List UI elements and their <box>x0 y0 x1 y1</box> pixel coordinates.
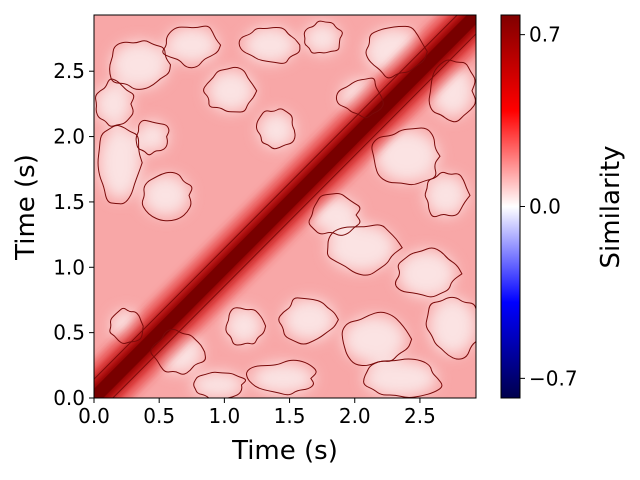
contour-line <box>109 40 172 90</box>
low-similarity-patch <box>363 360 437 397</box>
low-similarity-patch <box>110 41 169 89</box>
x-tick-label: 2.0 <box>339 404 371 428</box>
x-tick-label: 1.0 <box>208 404 240 428</box>
contour-line <box>225 307 267 346</box>
contour-line <box>424 171 471 218</box>
x-tick-label: 0.0 <box>78 404 110 428</box>
x-tick-label: 2.5 <box>404 404 436 428</box>
contour-line <box>363 358 443 398</box>
contour-line <box>278 297 339 345</box>
low-similarity-patch <box>327 224 396 272</box>
contour-line <box>255 108 296 150</box>
low-similarity-patch <box>99 126 141 200</box>
contour-line <box>193 371 247 398</box>
colorbar-tick-label: 0.7 <box>529 23 561 47</box>
y-tick-label: 0.0 <box>53 386 85 410</box>
similarity-heatmap <box>94 15 476 398</box>
colorbar-ticks: −0.7 0.0 0.7 <box>520 23 578 390</box>
contour-line <box>335 77 384 119</box>
low-similarity-patch <box>142 174 190 217</box>
low-similarity-patch <box>95 83 132 125</box>
colorbar: −0.7 0.0 0.7 Similarity <box>500 14 626 399</box>
low-similarity-patch <box>137 120 169 153</box>
low-similarity-patch <box>258 111 295 149</box>
x-axis-label: Time (s) <box>231 436 338 466</box>
contour-line <box>341 311 413 366</box>
x-tick-label: 1.5 <box>274 404 306 428</box>
low-similarity-patch <box>303 22 341 55</box>
diagonal-contour-line <box>112 33 476 398</box>
low-similarity-patch <box>243 26 297 64</box>
low-similarity-patch <box>343 315 406 363</box>
low-similarity-regions <box>95 22 476 398</box>
y-tick-label: 2.5 <box>53 59 85 83</box>
y-tick-label: 0.5 <box>53 321 85 345</box>
low-similarity-patch <box>429 297 476 355</box>
contour-line <box>135 119 170 156</box>
contour-lines <box>94 15 476 398</box>
low-similarity-patch <box>375 130 439 183</box>
contour-line <box>141 171 193 222</box>
contour-line <box>97 125 143 205</box>
low-similarity-patch <box>225 307 263 345</box>
colorbar-tick-label: 0.0 <box>529 195 561 219</box>
contour-line <box>238 26 301 64</box>
contour-line <box>246 359 317 396</box>
contour-line <box>428 59 476 123</box>
contour-line <box>150 328 206 375</box>
y-tick-label: 1.0 <box>53 255 85 279</box>
contour-line <box>162 25 222 69</box>
contour-line <box>394 247 463 298</box>
diagonal-band-core <box>94 15 476 398</box>
low-similarity-patch <box>283 298 336 341</box>
diagonal-contour-line <box>94 15 458 380</box>
contour-line <box>203 66 258 113</box>
low-similarity-patch <box>251 362 315 395</box>
colorbar-gradient <box>500 14 521 399</box>
colorbar-tick-label: −0.7 <box>529 366 578 390</box>
y-tick-label: 2.0 <box>53 125 85 149</box>
low-similarity-patch <box>165 26 218 64</box>
contour-line <box>109 307 144 344</box>
low-similarity-patch <box>191 371 244 398</box>
colorbar-label: Similarity <box>596 146 626 269</box>
contour-line <box>425 296 476 360</box>
contour-line <box>303 20 343 54</box>
x-axis-ticks: 0.0 0.5 1.0 1.5 2.0 2.5 <box>78 398 436 428</box>
contour-line <box>95 78 135 127</box>
y-axis-ticks: 0.0 0.5 1.0 1.5 2.0 2.5 <box>53 59 94 410</box>
low-similarity-patch <box>207 69 255 112</box>
low-similarity-patch <box>397 250 456 298</box>
y-tick-label: 1.5 <box>53 190 85 214</box>
contour-line <box>308 193 361 236</box>
plot-frame <box>93 14 477 399</box>
low-similarity-patch <box>425 174 467 217</box>
diagonal-high-similarity-band <box>94 15 476 398</box>
contour-line <box>365 25 428 79</box>
contour-line <box>326 224 403 276</box>
y-axis-label: Time (s) <box>11 154 41 261</box>
x-tick-label: 0.5 <box>143 404 175 428</box>
